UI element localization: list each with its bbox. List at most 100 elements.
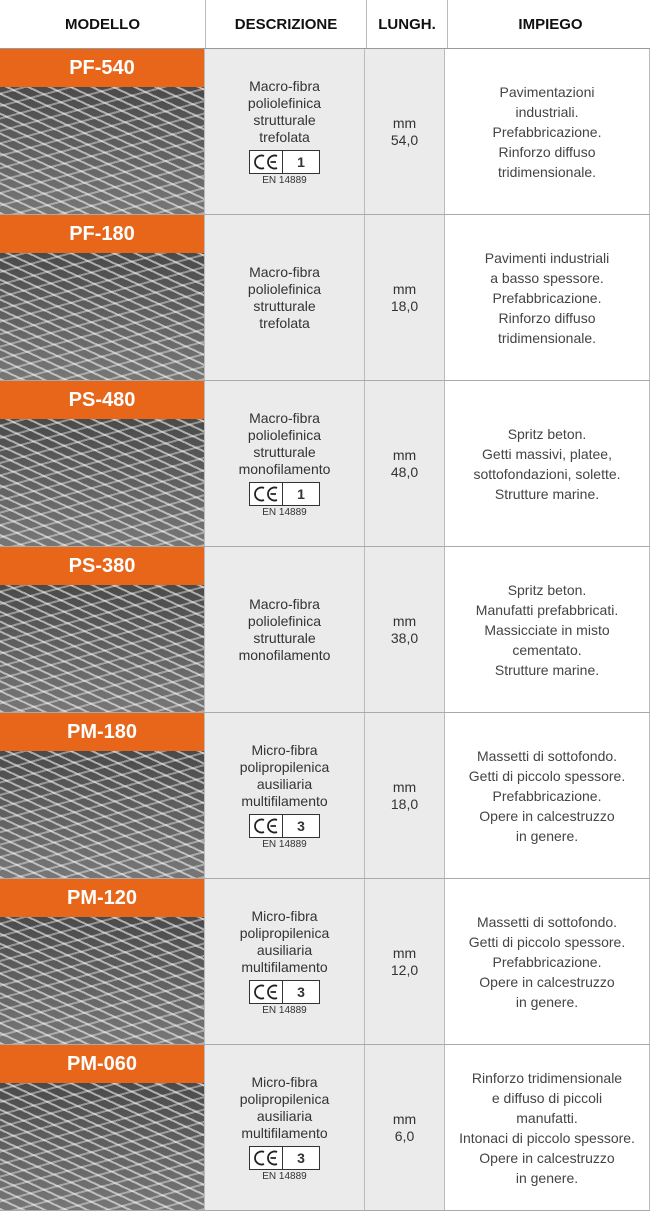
- usage-line: in genere.: [515, 993, 579, 1010]
- length-value: 18,0: [390, 297, 419, 314]
- length-unit: mm: [392, 944, 417, 961]
- description-line: Micro-fibra: [251, 1073, 318, 1090]
- column-header: IMPIEGO: [448, 0, 650, 48]
- description-line: strutturale: [253, 297, 316, 314]
- usage-line: industriali.: [515, 103, 579, 120]
- model-tag: PM-120: [0, 879, 204, 917]
- usage-line: Intonaci di piccolo spessore.: [459, 1129, 635, 1146]
- description-line: monofilamento: [238, 646, 331, 663]
- description-cell: Macro-fibra poliolefinica strutturale monof…: [205, 547, 365, 712]
- usage-line: Pavimenti industriali: [484, 249, 610, 266]
- usage-cell: Rinforzo tridimensionale e diffuso di pic…: [445, 1045, 650, 1210]
- length-cell: mm 38,0: [365, 547, 445, 712]
- length-unit: mm: [392, 114, 417, 131]
- header-row: MODELLO DESCRIZIONE LUNGH. IMPIEGO: [0, 0, 650, 49]
- description-cell: Micro-fibra polipropilenica ausiliaria mult…: [205, 713, 365, 878]
- usage-line: Getti di piccolo spessore.: [468, 933, 626, 950]
- usage-line: Opere in calcestruzzo: [479, 807, 615, 824]
- usage-line: Prefabbricazione.: [492, 953, 602, 970]
- ce-class: 1: [297, 485, 305, 502]
- ce-class: 3: [297, 983, 305, 1000]
- usage-line: Massetti di sottofondo.: [476, 747, 618, 764]
- product-photo: [0, 419, 204, 546]
- length-value: 12,0: [390, 961, 419, 978]
- usage-line: Getti di piccolo spessore.: [468, 767, 626, 784]
- usage-line: tridimensionale.: [497, 329, 597, 346]
- product-photo: [0, 87, 204, 214]
- description-line: strutturale: [253, 629, 316, 646]
- description-line: ausiliaria: [256, 775, 313, 792]
- usage-line: Strutture marine.: [494, 661, 600, 678]
- model-cell: PF-540: [0, 49, 205, 214]
- table-row: PS-380 Macro-fibra poliolefinica struttural…: [0, 547, 650, 713]
- column-header: MODELLO: [0, 0, 206, 48]
- usage-cell: Massetti di sottofondo. Getti di piccolo …: [445, 713, 650, 878]
- ce-standard: EN 14889: [262, 838, 307, 850]
- ce-class: 1: [297, 153, 305, 170]
- usage-line: Massicciate in misto: [484, 621, 610, 638]
- description-line: poliolefinica: [247, 94, 322, 111]
- length-value: 38,0: [390, 629, 419, 646]
- ce-mark: 1: [249, 149, 320, 174]
- ce-logo: [254, 482, 283, 505]
- length-unit: mm: [392, 280, 417, 297]
- description-cell: Micro-fibra polipropilenica ausiliaria mult…: [205, 1045, 365, 1210]
- usage-cell: Spritz beton. Getti massivi, platee, sotto…: [445, 381, 650, 546]
- usage-line: Opere in calcestruzzo: [479, 1149, 615, 1166]
- description-line: Micro-fibra: [251, 907, 318, 924]
- length-cell: mm 12,0: [365, 879, 445, 1044]
- usage-line: Opere in calcestruzzo: [479, 973, 615, 990]
- length-unit: mm: [392, 446, 417, 463]
- usage-cell: Pavimenti industriali a basso spessore. Pr…: [445, 215, 650, 380]
- length-unit: mm: [392, 612, 417, 629]
- description-line: Macro-fibra: [249, 595, 320, 612]
- column-header: LUNGH.: [367, 0, 448, 48]
- description-line: strutturale: [253, 111, 316, 128]
- description-cell: Macro-fibra poliolefinica strutturale monof…: [205, 381, 365, 546]
- description-cell: Macro-fibra poliolefinica strutturale trefo…: [205, 49, 365, 214]
- description-line: multifilamento: [241, 1124, 328, 1141]
- usage-line: e diffuso di piccoli: [491, 1089, 603, 1106]
- description-line: multifilamento: [241, 792, 328, 809]
- usage-line: in genere.: [515, 1169, 579, 1186]
- model-cell: PM-120: [0, 879, 205, 1044]
- description-line: multifilamento: [241, 958, 328, 975]
- length-cell: mm 54,0: [365, 49, 445, 214]
- ce-standard: EN 14889: [262, 174, 307, 186]
- product-photo: [0, 253, 204, 380]
- description-line: poliolefinica: [247, 612, 322, 629]
- description-line: polipropilenica: [239, 758, 330, 775]
- length-value: 6,0: [394, 1127, 415, 1144]
- length-value: 54,0: [390, 131, 419, 148]
- model-tag: PM-060: [0, 1045, 204, 1083]
- ce-mark: 1: [249, 481, 320, 506]
- ce-logo: [254, 814, 283, 837]
- model-tag: PS-480: [0, 381, 204, 419]
- ce-logo: [254, 980, 283, 1003]
- length-value: 48,0: [390, 463, 419, 480]
- usage-line: Spritz beton.: [507, 581, 587, 598]
- description-line: monofilamento: [238, 460, 331, 477]
- length-value: 18,0: [390, 795, 419, 812]
- usage-line: Rinforzo diffuso: [498, 143, 596, 160]
- ce-logo: [254, 1146, 283, 1169]
- usage-line: a basso spessore.: [490, 269, 604, 286]
- product-photo: [0, 585, 204, 712]
- usage-cell: Massetti di sottofondo. Getti di piccolo …: [445, 879, 650, 1044]
- description-line: Micro-fibra: [251, 741, 318, 758]
- table-row: PM-180 Micro-fibra polipropilenica ausiliar…: [0, 713, 650, 879]
- usage-cell: Pavimentazioni industriali. Prefabbricazio…: [445, 49, 650, 214]
- description-line: Macro-fibra: [249, 77, 320, 94]
- product-photo: [0, 751, 204, 878]
- description-line: Macro-fibra: [249, 409, 320, 426]
- usage-line: Manufatti prefabbricati.: [475, 601, 619, 618]
- ce-mark: 3: [249, 813, 320, 838]
- usage-line: Massetti di sottofondo.: [476, 913, 618, 930]
- model-tag: PF-540: [0, 49, 204, 87]
- table-row: PM-120 Micro-fibra polipropilenica ausiliar…: [0, 879, 650, 1045]
- model-cell: PS-480: [0, 381, 205, 546]
- length-cell: mm 48,0: [365, 381, 445, 546]
- length-unit: mm: [392, 778, 417, 795]
- usage-line: Rinforzo tridimensionale: [471, 1069, 623, 1086]
